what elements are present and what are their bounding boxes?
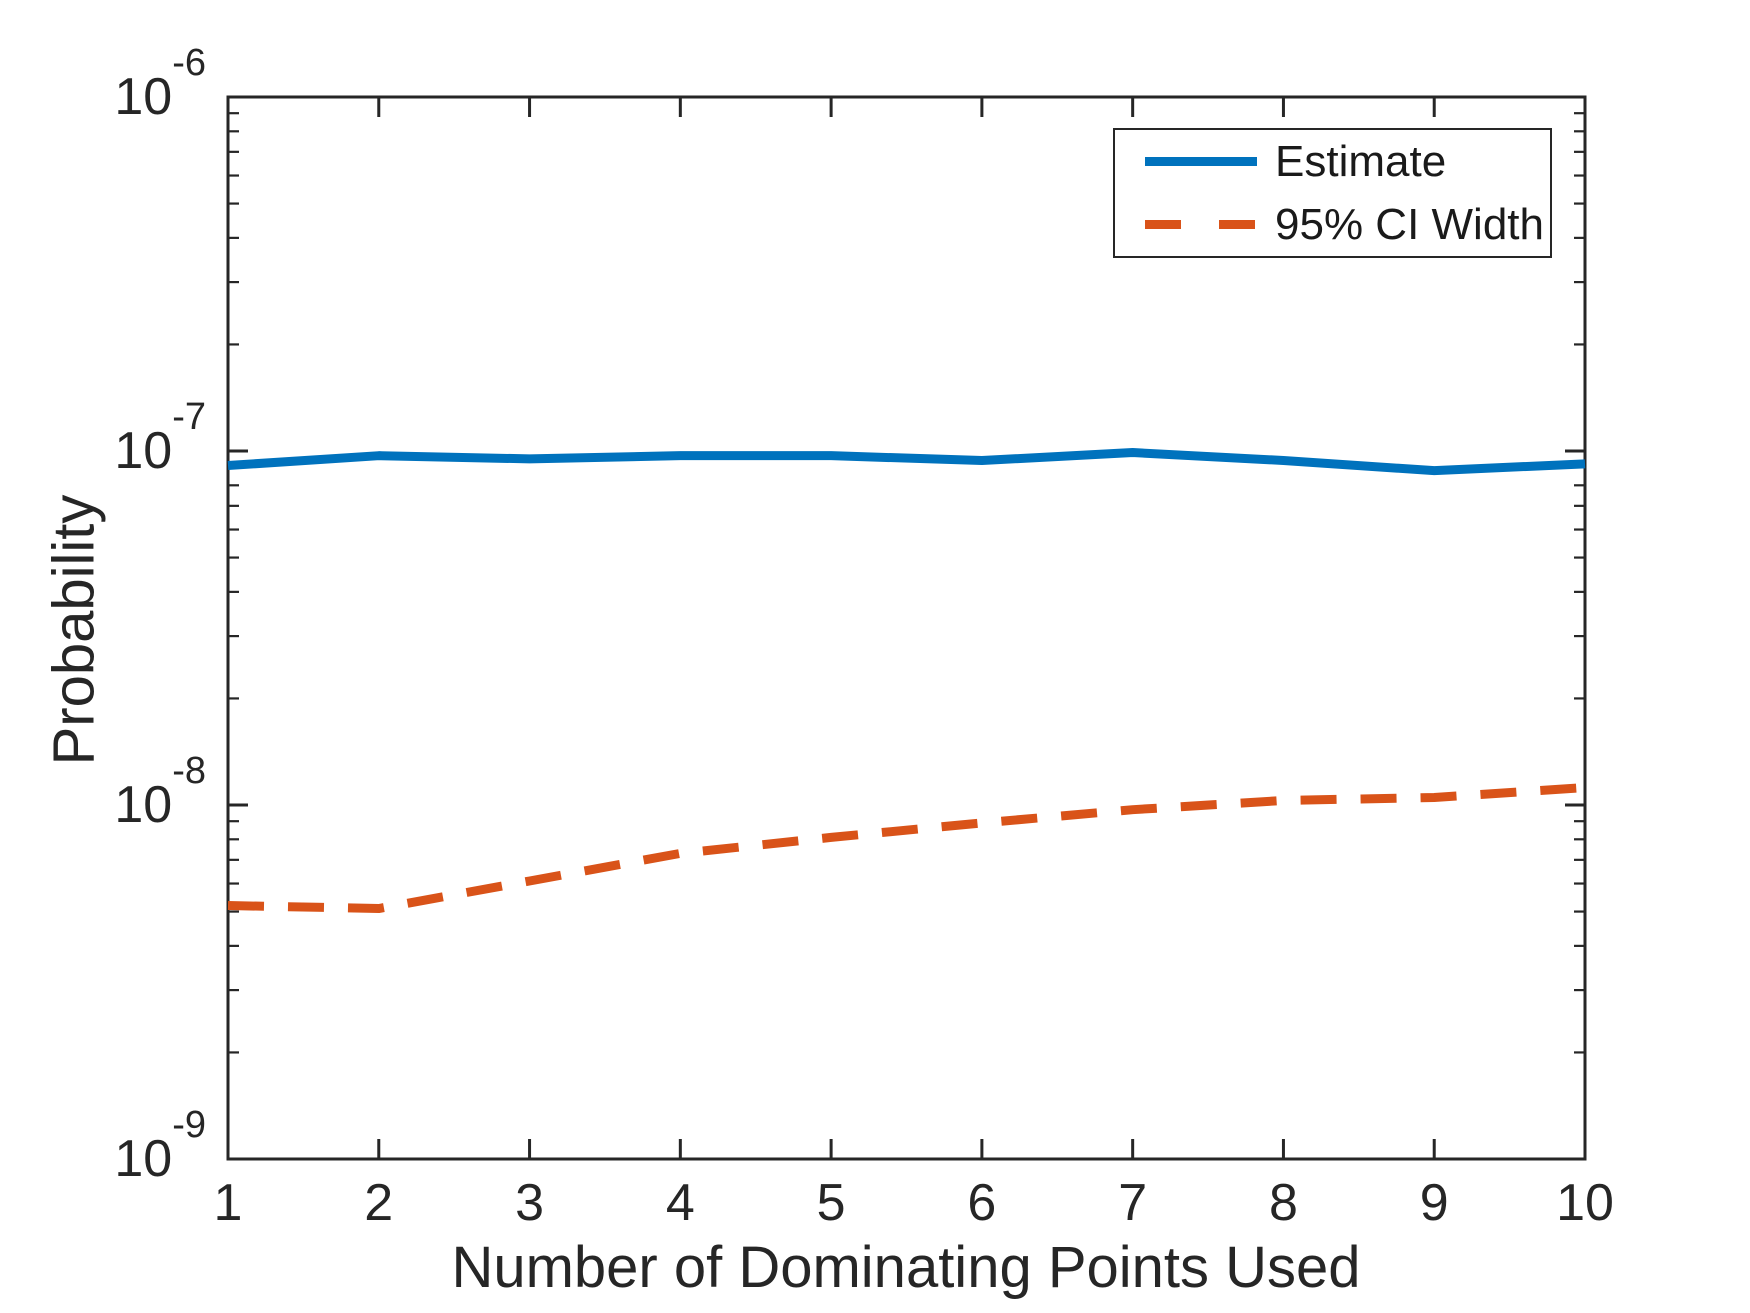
x-tick-label: 10 xyxy=(1556,1174,1614,1232)
x-tick-label: 8 xyxy=(1268,1174,1298,1232)
axes-box xyxy=(226,95,1587,1161)
x-tick-label: 5 xyxy=(816,1174,846,1232)
y-axis-title: Probability xyxy=(41,494,107,766)
legend-row-ci-width: 95% CI Width xyxy=(1145,199,1550,249)
x-tick-label: 9 xyxy=(1419,1174,1449,1232)
ci-width-line xyxy=(227,783,1586,914)
y-tick-label: 10-6 xyxy=(114,41,206,126)
x-tick-label: 2 xyxy=(364,1174,394,1232)
x-axis-title: Number of Dominating Points Used xyxy=(451,1235,1361,1300)
x-tick-label: 3 xyxy=(515,1174,545,1232)
ci-width-line-sample xyxy=(1145,220,1257,229)
x-tick-label: 7 xyxy=(1118,1174,1148,1232)
x-tick-label: 1 xyxy=(213,1174,243,1232)
estimate-line-sample xyxy=(1145,157,1257,166)
y-tick-label: 10-9 xyxy=(114,1103,206,1188)
y-tick-label: 10-8 xyxy=(114,749,206,834)
estimate-line xyxy=(227,448,1586,476)
y-tick-label: 10-7 xyxy=(114,395,206,480)
x-tick-label: 6 xyxy=(967,1174,997,1232)
legend-label-ci-width: 95% CI Width xyxy=(1275,199,1544,249)
x-tick-label: 4 xyxy=(665,1174,695,1232)
legend: Estimate 95% CI Width xyxy=(1113,128,1552,258)
legend-label-estimate: Estimate xyxy=(1275,136,1447,186)
legend-row-estimate: Estimate xyxy=(1145,136,1550,186)
